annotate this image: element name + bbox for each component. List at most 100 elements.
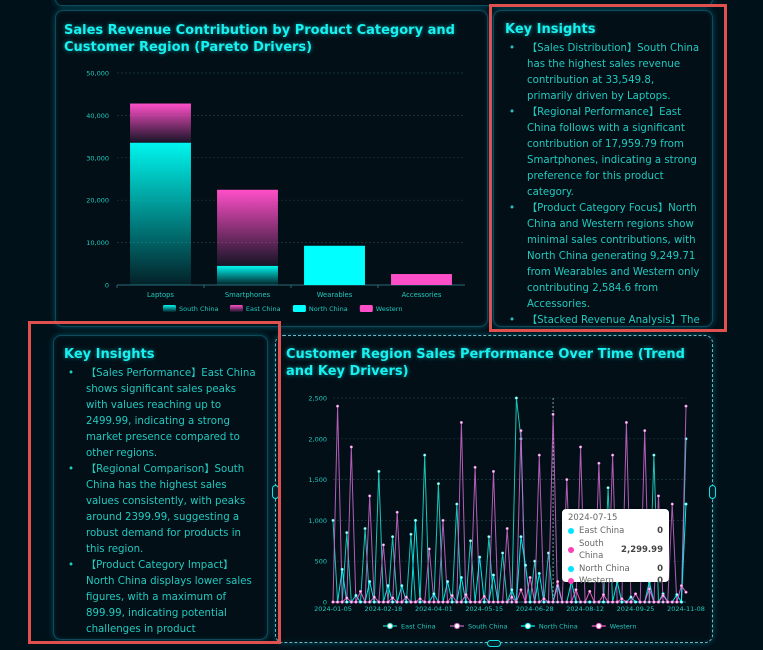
data-point bbox=[679, 584, 683, 588]
bar-south-china bbox=[129, 142, 191, 285]
data-point bbox=[468, 539, 473, 543]
insight-item: 【Regional Performance】East China follows… bbox=[505, 105, 700, 201]
legend-label: Western bbox=[375, 305, 402, 313]
data-point bbox=[574, 588, 578, 592]
data-point bbox=[418, 600, 422, 604]
tooltip-row: Western 0 bbox=[568, 575, 663, 588]
line-chart-title: Customer Region Sales Performance Over T… bbox=[286, 347, 685, 379]
data-point bbox=[427, 547, 431, 551]
data-point bbox=[491, 600, 496, 604]
series-marker-icon bbox=[568, 528, 574, 535]
data-point bbox=[386, 600, 390, 604]
legend-marker-icon bbox=[386, 622, 394, 630]
tooltip-value: 0 bbox=[657, 563, 663, 574]
y-tick-label: 0 bbox=[323, 599, 327, 607]
data-point bbox=[656, 600, 661, 604]
data-point bbox=[675, 593, 679, 597]
line-chart-panel[interactable]: Customer Region Sales Performance Over T… bbox=[275, 335, 713, 643]
data-point bbox=[510, 595, 514, 599]
resize-handle-bottom[interactable] bbox=[487, 640, 501, 647]
data-point bbox=[363, 527, 367, 531]
resize-handle-left[interactable] bbox=[272, 485, 279, 499]
y-tick-label: 2,500 bbox=[308, 395, 327, 403]
data-point bbox=[487, 600, 491, 604]
data-point bbox=[404, 600, 408, 604]
y-tick-label: 2,000 bbox=[308, 435, 327, 443]
data-point bbox=[656, 494, 661, 498]
data-point bbox=[556, 580, 560, 584]
data-point bbox=[670, 600, 674, 604]
data-point bbox=[446, 600, 450, 604]
data-point bbox=[368, 494, 372, 498]
data-point bbox=[624, 600, 628, 604]
data-point bbox=[579, 445, 583, 449]
data-point bbox=[519, 588, 523, 592]
data-point bbox=[464, 600, 468, 604]
data-point bbox=[496, 600, 500, 604]
legend-label: North China bbox=[308, 305, 347, 313]
data-point bbox=[560, 600, 564, 604]
y-tick-label: 10,000 bbox=[86, 239, 109, 247]
insights-list: 【Sales Distribution】South China has the … bbox=[505, 41, 700, 326]
data-point bbox=[679, 600, 683, 604]
data-point bbox=[519, 535, 523, 539]
data-point bbox=[620, 597, 624, 601]
series-marker-icon bbox=[568, 578, 574, 585]
resize-handle-right[interactable] bbox=[709, 485, 716, 499]
data-point bbox=[606, 600, 610, 604]
bar-east-china bbox=[216, 189, 278, 266]
data-point bbox=[542, 600, 546, 604]
insight-item: 【Sales Distribution】South China has the … bbox=[505, 41, 700, 105]
bar-north-china bbox=[303, 245, 365, 285]
insights-title: Key Insights bbox=[64, 347, 155, 362]
insight-item: 【Product Category Focus】North China and … bbox=[505, 201, 700, 313]
data-point bbox=[418, 597, 422, 601]
y-tick-label: 500 bbox=[315, 558, 327, 566]
data-point bbox=[514, 600, 518, 604]
data-point bbox=[441, 600, 445, 604]
data-point bbox=[409, 532, 413, 536]
data-point bbox=[432, 600, 436, 604]
data-point bbox=[601, 600, 606, 604]
bar-east-china bbox=[129, 103, 191, 143]
legend-label: East China bbox=[401, 623, 436, 631]
data-point bbox=[368, 600, 372, 604]
data-point bbox=[372, 600, 376, 604]
data-point bbox=[459, 420, 463, 425]
tooltip-value: 2,299.99 bbox=[621, 544, 663, 555]
data-point bbox=[643, 429, 647, 433]
data-point bbox=[478, 555, 482, 559]
data-point bbox=[372, 595, 376, 599]
data-point bbox=[629, 600, 633, 604]
bar-chart: 0 10,000 20,000 30,000 40,000 50,000 Laptops Sm… bbox=[86, 69, 465, 313]
y-tick-label: 0 bbox=[104, 281, 108, 289]
legend-swatch bbox=[162, 304, 176, 312]
data-point bbox=[468, 600, 473, 604]
data-point bbox=[551, 600, 555, 604]
insight-item: 【Product Category Impact】North China dis… bbox=[64, 558, 257, 639]
data-point bbox=[345, 600, 349, 604]
data-point bbox=[478, 600, 482, 604]
bar-western bbox=[390, 273, 452, 285]
data-point bbox=[391, 600, 395, 604]
data-point bbox=[363, 600, 367, 604]
data-point bbox=[620, 600, 624, 604]
data-point bbox=[661, 600, 665, 604]
y-tick-label: 40,000 bbox=[86, 111, 109, 119]
data-point bbox=[634, 600, 638, 604]
bar-chart-title: Sales Revenue Contribution by Product Ca… bbox=[64, 23, 455, 55]
bar-chart-panel: Sales Revenue Contribution by Product Ca… bbox=[55, 10, 488, 327]
data-point bbox=[404, 595, 408, 599]
insight-item: 【Sales Performance】East China shows sign… bbox=[64, 366, 257, 462]
data-point bbox=[684, 502, 688, 506]
tooltip-value: 0 bbox=[657, 576, 663, 586]
data-point bbox=[464, 593, 468, 597]
tooltip-row: North China 0 bbox=[568, 563, 663, 576]
insight-item: 【Regional Comparison】South China has the… bbox=[64, 462, 257, 558]
data-point bbox=[482, 600, 486, 604]
data-point bbox=[647, 600, 651, 604]
data-point bbox=[395, 510, 399, 514]
insights-panel-top: Key Insights 【Sales Distribution】South C… bbox=[493, 10, 713, 327]
data-point bbox=[537, 453, 541, 457]
data-point bbox=[432, 592, 436, 596]
